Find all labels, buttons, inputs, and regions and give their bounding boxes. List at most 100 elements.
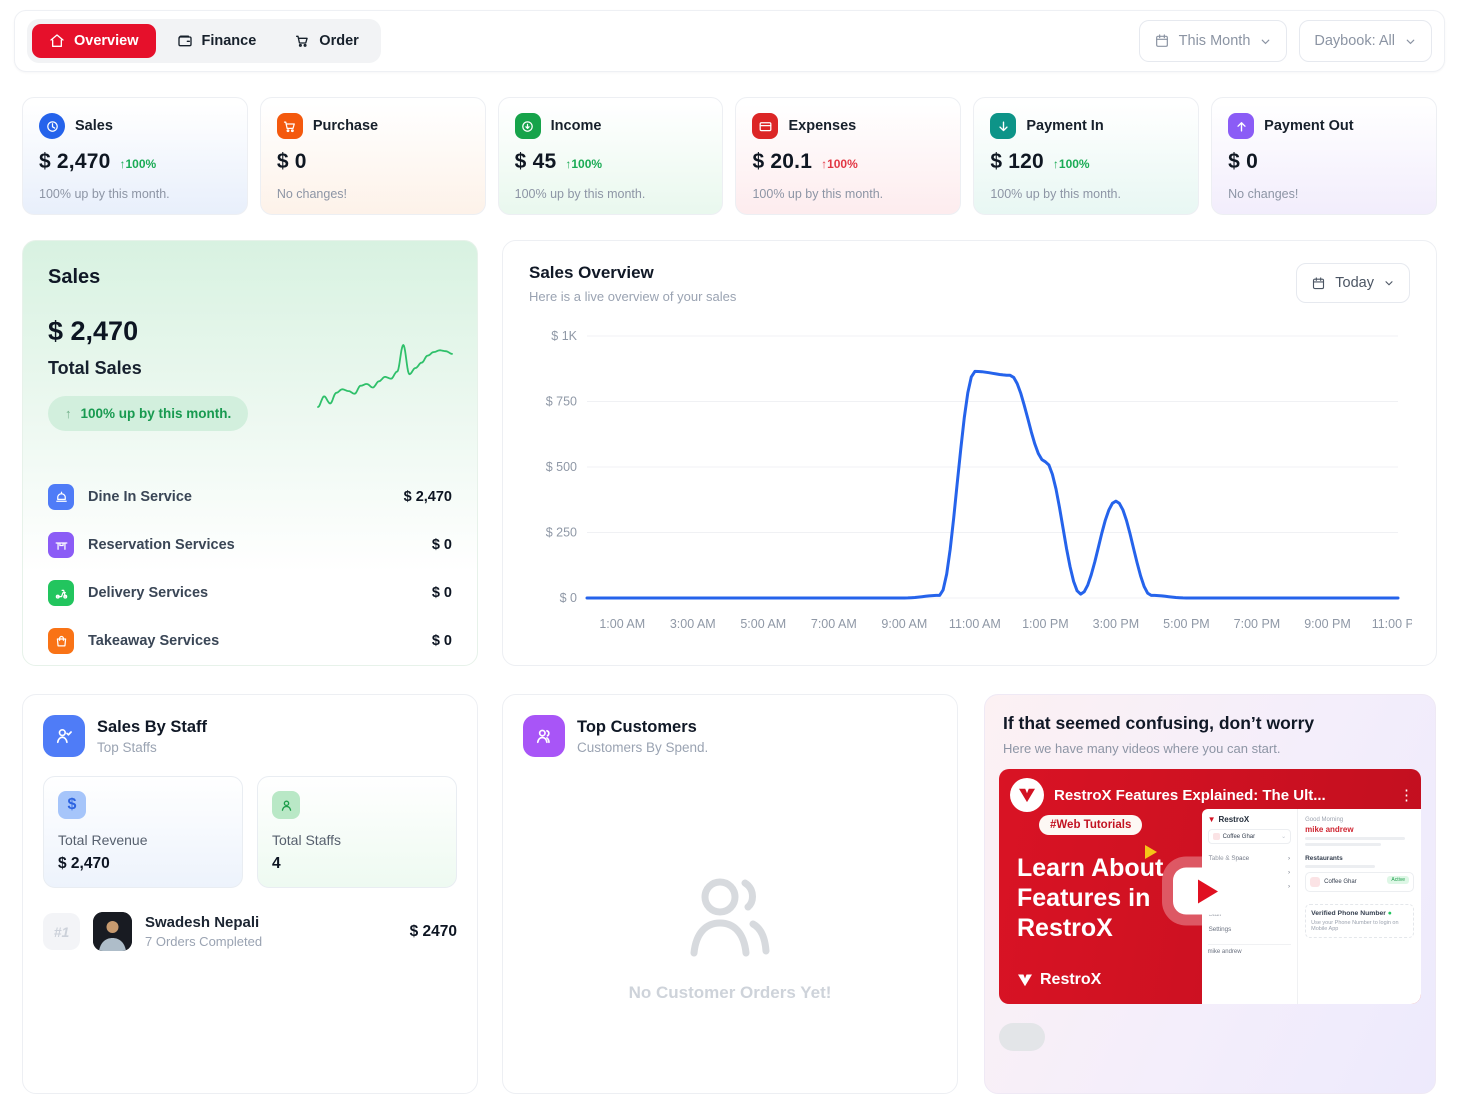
service-row-dine-in: Dine In Service $ 2,470: [48, 473, 452, 521]
video-title: RestroX Features Explained: The Ult...: [1054, 786, 1326, 804]
calendar-icon: [1311, 276, 1326, 291]
stat-note: 100% up by this month.: [514, 187, 646, 201]
stat-card-payment-out: Payment Out $ 0 No changes!: [1211, 97, 1437, 215]
home-icon: [49, 33, 65, 49]
svg-text:$ 1K: $ 1K: [551, 329, 577, 343]
total-sales-value: $ 2,470: [48, 316, 139, 346]
stat-delta: ↑100%: [565, 157, 603, 171]
stat-delta: ↑100%: [1052, 157, 1090, 171]
stat-note: No changes!: [276, 187, 348, 201]
staff-amount: $ 2470: [409, 922, 457, 940]
stat-title: Payment Out: [1264, 118, 1354, 134]
wallet-icon: [177, 33, 193, 49]
mini-app-screenshot: ▼RestroX Coffee Ghar⌄ Table & Space› Fin…: [1201, 809, 1421, 1004]
people-outline-icon: [690, 878, 770, 957]
credit-card-icon: [752, 113, 779, 139]
stat-title: Expenses: [788, 118, 857, 134]
stat-title: Payment In: [1026, 118, 1104, 134]
stat-value: $ 2,470: [39, 150, 111, 173]
chevron-down-icon: [1383, 277, 1395, 289]
service-amount: $ 0: [431, 633, 452, 649]
total-revenue-label: Total Revenue: [58, 832, 148, 848]
service-name: Dine In Service: [88, 489, 192, 505]
stat-card-purchase: Purchase $ 0 No changes!: [259, 97, 486, 215]
yellow-play-doodle: [1145, 845, 1157, 859]
stat-card-income: Income $ 45 ↑100% 100% up by this month.: [497, 97, 724, 215]
stat-card-payment-in: Payment In $ 120 ↑100% 100% up by this m…: [973, 97, 1200, 215]
stat-cards-row: Sales $ 2,470 ↑100% 100% up by this mont…: [22, 97, 1437, 215]
top-customers-subtitle: Customers By Spend.: [577, 739, 709, 755]
stat-value: $ 0: [276, 150, 307, 173]
help-title: If that seemed confusing, don’t worry: [1003, 713, 1315, 733]
customers-empty-text: No Customer Orders Yet!: [628, 983, 832, 1002]
cart-icon: [294, 33, 310, 49]
tab-order[interactable]: Order: [277, 24, 376, 58]
service-name: Delivery Services: [88, 585, 209, 601]
svg-text:$ 500: $ 500: [546, 460, 577, 474]
restrox-brand: RestroX: [1017, 971, 1101, 989]
arrow-down-circle-icon: [514, 113, 541, 139]
svg-text:9:00 PM: 9:00 PM: [1304, 617, 1351, 631]
stat-title: Purchase: [312, 118, 379, 134]
chart-period-select[interactable]: Today: [1296, 263, 1410, 303]
svg-text:7:00 PM: 7:00 PM: [1234, 617, 1281, 631]
stat-value: $ 0: [1228, 150, 1258, 173]
chart-period-value: Today: [1335, 275, 1374, 291]
main-tabs: Overview Finance Order: [27, 19, 381, 63]
sales-summary-title: Sales: [48, 266, 101, 288]
svg-text:3:00 AM: 3:00 AM: [670, 617, 716, 631]
period-select[interactable]: This Month: [1138, 20, 1288, 62]
staff-check-icon: [43, 715, 85, 757]
daybook-select[interactable]: Daybook: All: [1299, 20, 1432, 62]
stat-title: Income: [550, 118, 602, 134]
play-icon: [1197, 879, 1218, 904]
stat-title: Sales: [75, 118, 113, 134]
sales-by-staff-card: Sales By Staff Top Staffs $ Total Revenu…: [22, 694, 478, 1094]
cart-icon: [276, 113, 303, 139]
stat-note: 100% up by this month.: [752, 187, 884, 201]
stat-value: $ 120: [990, 150, 1044, 173]
table-icon: [48, 532, 74, 558]
kebab-menu-icon[interactable]: ⋮: [1399, 787, 1415, 804]
svg-text:$ 750: $ 750: [546, 395, 577, 409]
person-icon: [272, 791, 300, 819]
svg-text:3:00 PM: 3:00 PM: [1093, 617, 1140, 631]
service-row-takeaway: Takeaway Services $ 0: [48, 617, 452, 665]
service-row-reservation: Reservation Services $ 0: [48, 521, 452, 569]
stat-delta: ↑100%: [119, 157, 157, 171]
sales-growth-badge: ↑ 100% up by this month.: [48, 396, 249, 431]
total-staffs-card: Total Staffs 4: [257, 776, 457, 888]
svg-text:11:00 AM: 11:00 AM: [949, 617, 1001, 631]
svg-text:5:00 PM: 5:00 PM: [1163, 617, 1210, 631]
play-button[interactable]: [1172, 867, 1239, 915]
people-icon: [523, 715, 565, 757]
tab-finance[interactable]: Finance: [160, 24, 274, 58]
top-customers-card: Top Customers Customers By Spend. No Cus…: [502, 694, 958, 1094]
service-amount: $ 0: [431, 537, 452, 553]
video-tag: #Web Tutorials: [1039, 815, 1143, 835]
restrox-logo-icon: [1018, 974, 1032, 987]
video-thumbnail[interactable]: RestroX Features Explained: The Ult... ⋮…: [999, 769, 1421, 1004]
service-name: Takeaway Services: [88, 633, 220, 649]
svg-text:7:00 AM: 7:00 AM: [811, 617, 857, 631]
sales-overview-card: Sales Overview Here is a live overview o…: [502, 240, 1437, 666]
sales-sparkline: [317, 344, 453, 408]
sales-overview-title: Sales Overview: [529, 263, 654, 282]
dollar-icon: $: [58, 791, 86, 819]
stat-note: No changes!: [1228, 187, 1299, 201]
total-sales-label: Total Sales: [48, 358, 142, 378]
stat-value: $ 20.1: [752, 150, 813, 173]
clock-icon: [39, 113, 65, 139]
topbar: Overview Finance Order This Month Dayb: [14, 10, 1445, 72]
service-amount: $ 0: [431, 585, 452, 601]
stat-card-expenses: Expenses $ 20.1 ↑100% 100% up by this mo…: [735, 97, 962, 215]
svg-text:9:00 AM: 9:00 AM: [881, 617, 927, 631]
stat-note: 100% up by this month.: [39, 187, 170, 201]
service-name: Reservation Services: [88, 537, 235, 553]
chevron-down-icon: [1404, 35, 1417, 48]
sales-overview-subtitle: Here is a live overview of your sales: [529, 289, 737, 304]
tab-overview[interactable]: Overview: [32, 24, 156, 58]
svg-text:$ 250: $ 250: [546, 526, 577, 540]
tab-order-label: Order: [319, 33, 359, 49]
svg-text:1:00 PM: 1:00 PM: [1022, 617, 1069, 631]
